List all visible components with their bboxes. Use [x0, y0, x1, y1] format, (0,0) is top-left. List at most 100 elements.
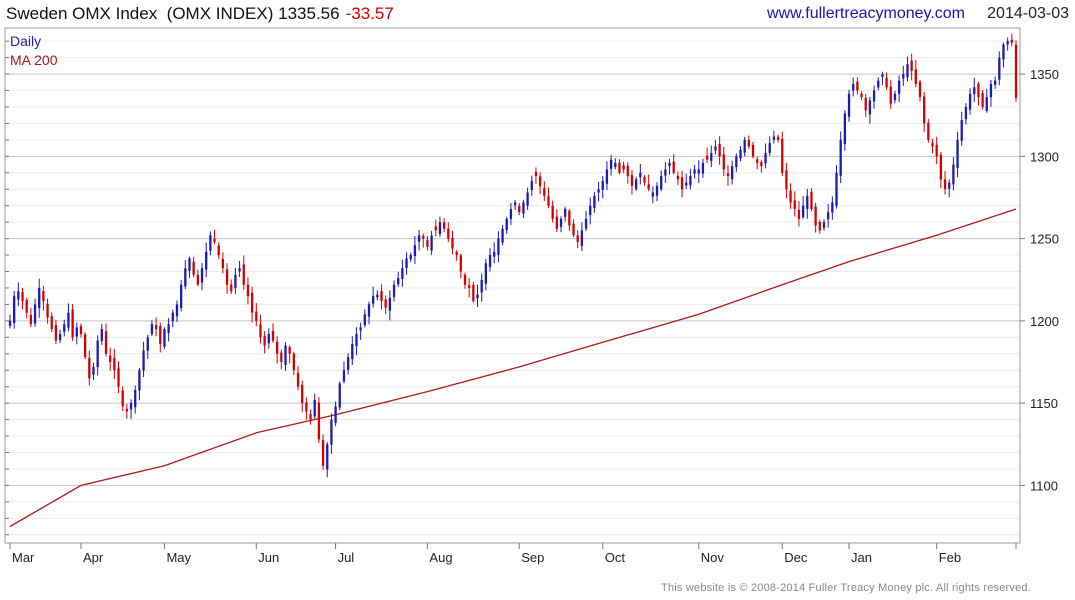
- legend-daily: Daily: [10, 33, 42, 49]
- copyright-footer: This website is © 2008-2014 Fuller Treac…: [661, 582, 1031, 594]
- candle-down: [676, 175, 680, 180]
- candle-up: [171, 312, 174, 322]
- candle-up: [835, 172, 838, 206]
- candle-down: [455, 251, 458, 256]
- y-tick-label: 1250: [1030, 232, 1059, 247]
- legend-ma200: MA 200: [10, 52, 58, 68]
- candle-up: [138, 370, 141, 391]
- candle-down: [255, 311, 258, 321]
- candle-down: [776, 136, 780, 140]
- candle-up: [609, 159, 613, 169]
- candle-up: [96, 340, 99, 367]
- x-tick-label: May: [166, 550, 191, 565]
- candle-up: [497, 238, 500, 255]
- candle-up: [989, 83, 993, 98]
- candle-up: [367, 304, 371, 317]
- candle-up: [488, 255, 492, 267]
- candle-down: [426, 239, 429, 247]
- website-link[interactable]: www.fullertreacymoney.com: [767, 5, 965, 22]
- candle-down: [814, 206, 817, 226]
- candle-up: [129, 403, 133, 410]
- candle-up: [179, 284, 183, 309]
- candle-up: [614, 162, 617, 168]
- candle-down: [643, 176, 646, 183]
- candle-up: [843, 113, 847, 144]
- candle-up: [438, 222, 442, 235]
- candle-down: [459, 255, 462, 272]
- candle-up: [998, 57, 1001, 80]
- candle-down: [543, 187, 546, 196]
- candle-down: [756, 159, 759, 163]
- candle-down: [25, 299, 28, 313]
- candle-down: [618, 162, 621, 173]
- candle-down: [422, 235, 425, 239]
- candle-up: [200, 268, 204, 283]
- candle-up: [363, 314, 366, 325]
- candle-up: [184, 268, 187, 287]
- candle-down: [856, 81, 859, 91]
- candle-down: [1010, 39, 1013, 43]
- candle-up: [1006, 41, 1009, 45]
- candle-down: [321, 440, 325, 466]
- candle-down: [384, 299, 387, 308]
- candle-up: [985, 97, 988, 111]
- candle-up: [334, 406, 337, 423]
- candle-up: [881, 74, 884, 77]
- candle-up: [167, 324, 170, 334]
- candle-up: [668, 162, 671, 166]
- candle-down: [154, 324, 158, 330]
- candle-down: [943, 179, 947, 190]
- chart-title: Sweden OMX Index (OMX INDEX) 1335.56 -33.…: [6, 4, 394, 24]
- candle-up: [355, 334, 358, 347]
- candle-up: [493, 251, 496, 257]
- candle-up: [526, 192, 529, 206]
- candle-up: [163, 329, 166, 347]
- candle-up: [484, 263, 488, 284]
- candle-down: [551, 205, 554, 219]
- candle-up: [639, 172, 642, 178]
- plot-frame: [4, 27, 1021, 544]
- candle-up: [142, 350, 145, 371]
- candle-down: [301, 384, 304, 404]
- candle-down: [271, 330, 275, 341]
- candle-up: [284, 345, 287, 365]
- candle-down: [889, 86, 892, 104]
- candle-up: [188, 258, 191, 271]
- candle-up: [655, 185, 659, 196]
- candle-up: [952, 164, 955, 185]
- candle-down: [54, 325, 58, 341]
- candle-up: [75, 327, 78, 337]
- candle-up: [413, 245, 417, 257]
- candle-down: [246, 284, 250, 297]
- candle-up: [831, 202, 834, 213]
- index-name: Sweden OMX Index: [6, 4, 158, 23]
- ma200-line: [9, 208, 1017, 528]
- candle-down: [705, 155, 709, 160]
- candle-down: [463, 274, 467, 285]
- candles-layer: [8, 33, 1018, 478]
- candle-down: [305, 402, 308, 412]
- candle-down: [113, 358, 116, 371]
- candle-down: [630, 174, 634, 186]
- candle-up: [701, 162, 705, 174]
- candle-up: [509, 208, 513, 219]
- candle-up: [597, 189, 600, 193]
- candle-up: [372, 296, 375, 304]
- candle-down: [296, 372, 300, 387]
- candle-down: [818, 221, 821, 231]
- candle-up: [8, 320, 12, 326]
- candle-up: [150, 324, 154, 335]
- candle-up: [605, 169, 609, 184]
- candle-down: [793, 200, 796, 209]
- candle-down: [292, 353, 295, 371]
- candle-down: [221, 258, 225, 269]
- candle-up: [714, 146, 717, 151]
- candle-up: [697, 169, 700, 174]
- candle-up: [1002, 44, 1005, 60]
- candle-up: [852, 83, 855, 91]
- ma200-layer: [9, 208, 1017, 528]
- candle-down: [217, 245, 220, 256]
- candle-down: [451, 237, 454, 249]
- candle-down: [472, 284, 475, 302]
- candle-up: [476, 294, 479, 299]
